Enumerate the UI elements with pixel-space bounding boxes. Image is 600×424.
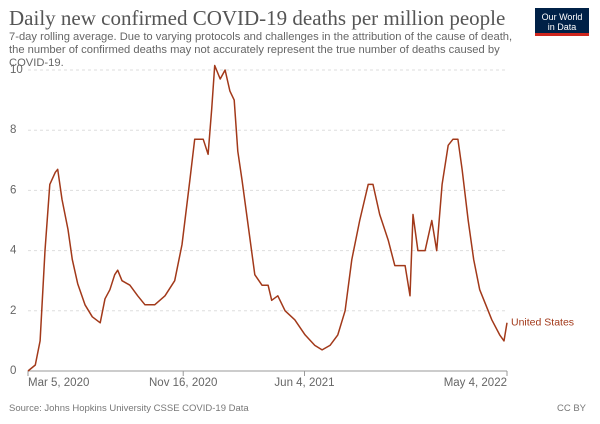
x-tick-label: Jun 4, 2021: [274, 377, 334, 389]
chart-subtitle: 7-day rolling average. Due to varying pr…: [9, 31, 513, 69]
logo[interactable]: Our World in Data: [535, 8, 589, 36]
series-label: United States: [511, 317, 574, 329]
source: Source: Johns Hopkins University CSSE CO…: [9, 403, 249, 414]
y-tick-label: 6: [10, 184, 16, 196]
chart-title: Daily new confirmed COVID-19 deaths per …: [9, 6, 506, 30]
x-tick-label: Nov 16, 2020: [149, 377, 217, 389]
x-tick-label: May 4, 2022: [444, 377, 507, 389]
y-tick-label: 4: [10, 245, 17, 257]
logo-line: in Data: [547, 22, 577, 32]
y-tick-label: 10: [10, 64, 23, 76]
line-series: [27, 64, 508, 372]
license: CC BY: [556, 403, 586, 414]
logo-line: Our World: [541, 12, 583, 22]
y-tick-label: 8: [10, 124, 16, 136]
x-tick-label: Mar 5, 2020: [28, 377, 89, 389]
y-tick-label: 0: [10, 365, 16, 377]
y-tick-label: 2: [10, 305, 16, 317]
